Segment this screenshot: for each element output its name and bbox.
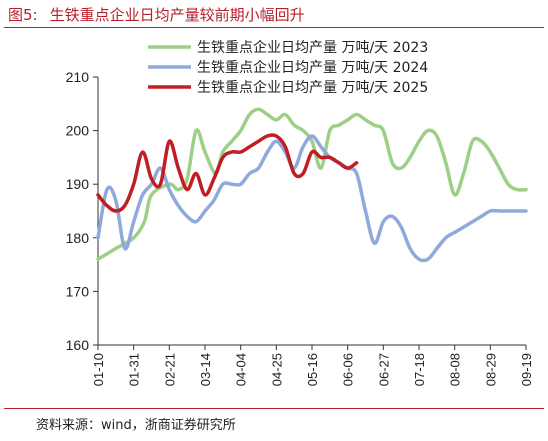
series-line-2 — [96, 134, 528, 263]
x-tick-label: 04-25 — [269, 353, 284, 386]
x-tick-label: 01-31 — [127, 353, 142, 386]
y-tick-label: 180 — [66, 230, 90, 246]
source-note: 资料来源：wind，浙商证券研究所 — [36, 418, 236, 433]
x-tick-label: 03-14 — [198, 353, 213, 386]
x-tick-label: 06-06 — [341, 353, 356, 386]
y-tick-label: 160 — [66, 337, 90, 353]
x-tick-label: 08-29 — [483, 353, 498, 386]
x-tick-label: 08-08 — [448, 353, 463, 386]
x-tick-label: 07-18 — [412, 353, 427, 386]
x-tick-label: 06-27 — [376, 353, 391, 386]
x-tick-label: 02-21 — [162, 353, 177, 386]
legend-label: 生铁重点企业日均产量 万吨/天 2023 — [197, 39, 428, 56]
series-line-3 — [96, 133, 359, 213]
legend-label: 生铁重点企业日均产量 万吨/天 2024 — [197, 59, 428, 76]
source-rule — [4, 408, 544, 409]
x-tick-label: 09-19 — [519, 353, 534, 386]
y-tick-label: 200 — [66, 123, 90, 139]
legend-label: 生铁重点企业日均产量 万吨/天 2025 — [197, 79, 428, 96]
x-tick-label: 05-16 — [305, 353, 320, 386]
figure-title-text: 生铁重点企业日均产量较前期小幅回升 — [49, 6, 305, 24]
x-tick-label: 01-10 — [91, 353, 106, 386]
figure-title: 图5: 生铁重点企业日均产量较前期小幅回升 — [8, 4, 305, 25]
y-tick-label: 170 — [66, 283, 90, 299]
y-tick-label: 190 — [66, 176, 90, 192]
figure-number: 图5: — [8, 6, 38, 24]
x-tick-label: 04-04 — [234, 353, 249, 386]
title-rule — [4, 27, 544, 28]
y-tick-label: 210 — [66, 69, 90, 85]
